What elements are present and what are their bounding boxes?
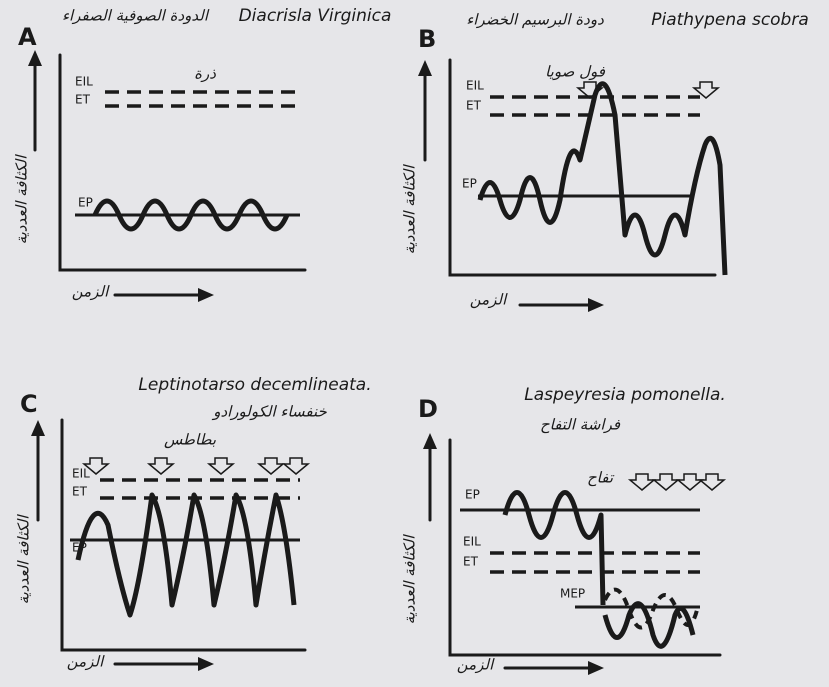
line-label: ET [466, 99, 482, 113]
y-axis-label: الكثافة العددية [401, 164, 419, 255]
line-label: MEP [560, 587, 585, 601]
crop-label: ذرة [194, 65, 216, 83]
crop-label: تفاح [587, 469, 615, 487]
arabic-name: دودة البرسيم الخضراء [466, 11, 604, 29]
y-axis-label: الكثافة العددية [401, 534, 419, 625]
latin-name: Diacrisla Virginica [239, 6, 392, 26]
arabic-name: فراشة التفاح [540, 416, 621, 434]
line-label: EIL [72, 467, 90, 481]
line-label: EIL [463, 535, 481, 549]
arabic-name: الدودة الصوفية الصفراء [62, 7, 210, 25]
panel-a: A Diacrisla Virginica الدودة الصوفية الص… [13, 6, 392, 302]
line-label: EIL [75, 75, 93, 89]
y-axis-label: الكثافة العددية [15, 514, 33, 605]
line-label: EIL [466, 79, 484, 93]
x-axis-label: الزمن [67, 653, 105, 671]
line-label: ET [463, 555, 479, 569]
diagram: A Diacrisla Virginica الدودة الصوفية الص… [0, 0, 829, 687]
panel-letter: C [20, 390, 38, 418]
line-label: EP [78, 196, 93, 210]
crop-label: بطاطس [164, 431, 216, 449]
latin-name: Laspeyresia pomonella. [524, 385, 726, 405]
line-label: EP [462, 177, 477, 191]
x-axis-label: الزمن [72, 283, 110, 301]
x-axis-label: الزمن [457, 656, 495, 674]
crop-label: فول صويا [545, 63, 606, 81]
arabic-name: خنفساء الكولورادو [211, 403, 327, 421]
latin-name: Leptinotarso decemlineata. [138, 375, 371, 395]
line-label: ET [75, 93, 91, 107]
panel-letter: B [418, 25, 436, 53]
latin-name: Piathypena scobra [651, 10, 809, 30]
panel-letter: A [18, 23, 37, 51]
panel-c: C Leptinotarso decemlineata. خنفساء الكو… [15, 375, 372, 671]
panel-d: D Laspeyresia pomonella. فراشة التفاح ال… [401, 385, 726, 675]
line-label: EP [465, 488, 480, 502]
panel-b: B Piathypena scobra دودة البرسيم الخضراء… [401, 10, 809, 312]
y-axis-label: الكثافة العددية [13, 154, 31, 245]
x-axis-label: الزمن [470, 291, 508, 309]
line-label: ET [72, 485, 88, 499]
panel-letter: D [418, 395, 438, 423]
